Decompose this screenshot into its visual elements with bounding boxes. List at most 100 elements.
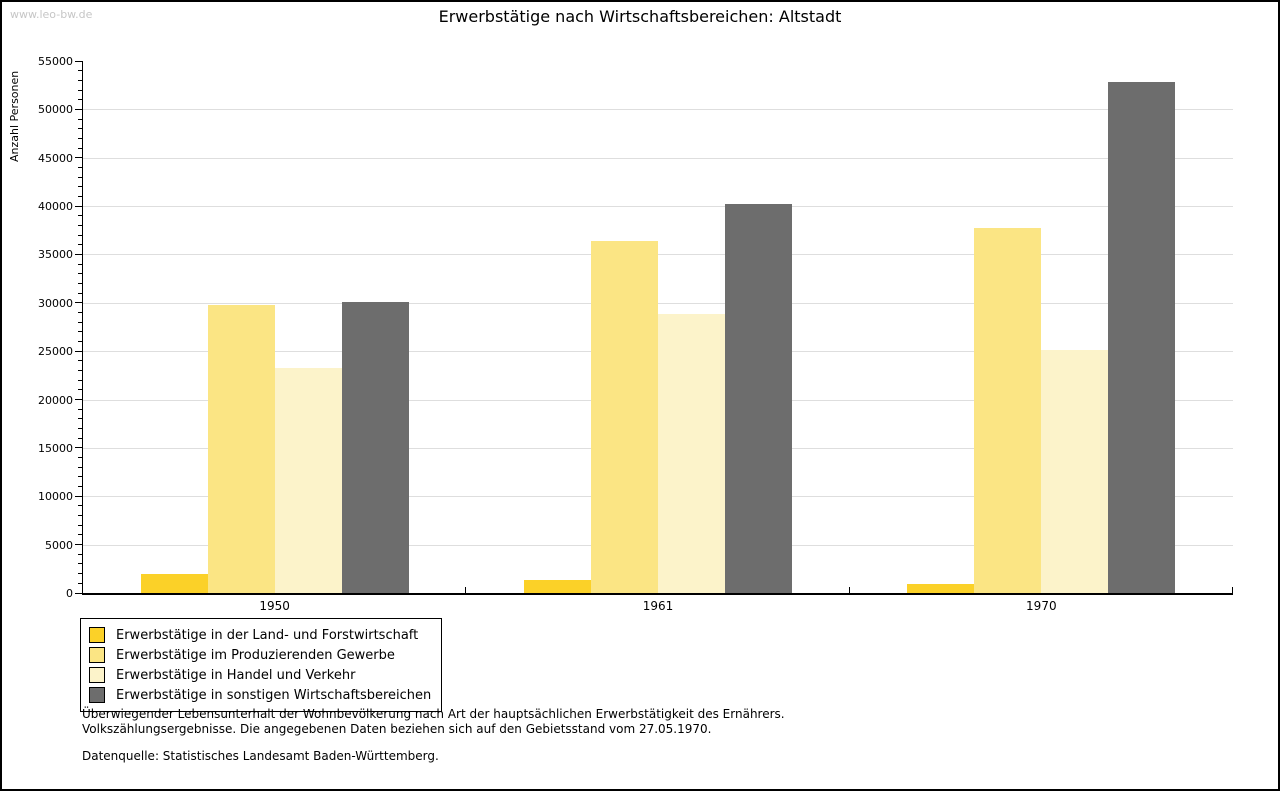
- y-axis-tick: [78, 186, 82, 188]
- y-tick-label: 55000: [38, 55, 73, 68]
- y-axis-tick: [75, 495, 82, 497]
- x-category-label: 1950: [259, 599, 290, 613]
- y-tick-label: 50000: [38, 103, 73, 117]
- y-tick-label: 40000: [38, 200, 73, 214]
- footnote-line-2: Volkszählungsergebnisse. Die angegebenen…: [82, 722, 712, 736]
- legend-label: Erwerbstätige in der Land- und Forstwirt…: [116, 627, 419, 643]
- y-axis-tick: [78, 563, 82, 565]
- y-tick-label: 30000: [38, 296, 73, 310]
- y-axis-tick: [75, 253, 82, 255]
- y-axis-tick: [78, 486, 82, 488]
- y-axis-tick: [78, 331, 82, 333]
- legend-swatch-icon: [89, 627, 105, 643]
- y-axis-tick: [78, 147, 82, 149]
- y-axis-tick: [78, 244, 82, 246]
- x-axis-tick: [465, 587, 467, 593]
- legend-swatch-icon: [89, 687, 105, 703]
- legend-row: Erwerbstätige in sonstigen Wirtschaftsbe…: [89, 685, 431, 705]
- gridline: [83, 206, 1233, 208]
- y-axis-tick: [78, 234, 82, 236]
- y-axis-tick: [78, 534, 82, 536]
- y-tick-label: 10000: [38, 490, 73, 504]
- y-tick-label: 25000: [38, 345, 73, 359]
- y-axis-tick: [78, 408, 82, 410]
- y-axis-tick: [78, 573, 82, 575]
- bar-1950-series-0: [140, 573, 208, 593]
- legend-box: Erwerbstätige in der Land- und Forstwirt…: [80, 618, 443, 712]
- watermark: www.leo-bw.de: [10, 8, 93, 21]
- y-axis-tick: [78, 70, 82, 72]
- y-axis-tick: [78, 137, 82, 139]
- y-axis-tick: [78, 195, 82, 197]
- legend-label: Erwerbstätige in sonstigen Wirtschaftsbe…: [116, 687, 432, 703]
- y-axis-tick: [78, 476, 82, 478]
- bar-1970-series-2: [1041, 350, 1109, 593]
- chart-title: Erwerbstätige nach Wirtschaftsbereichen:…: [438, 7, 842, 26]
- y-axis-tick: [75, 447, 82, 449]
- legend-label: Erwerbstätige im Produzierenden Gewerbe: [116, 647, 395, 663]
- gridline: [83, 254, 1233, 256]
- data-source: Datenquelle: Statistisches Landesamt Bad…: [82, 749, 439, 763]
- y-axis-tick: [78, 273, 82, 275]
- y-axis-tick: [78, 466, 82, 468]
- x-category-label: 1970: [1026, 599, 1057, 613]
- y-axis-tick: [78, 553, 82, 555]
- legend-swatch-icon: [89, 647, 105, 663]
- y-axis-tick: [78, 321, 82, 323]
- y-axis-tick: [78, 515, 82, 517]
- legend-row: Erwerbstätige in Handel und Verkehr: [89, 665, 431, 685]
- bar-1970-series-1: [974, 228, 1042, 593]
- bar-1950-series-2: [274, 368, 342, 593]
- legend-row: Erwerbstätige im Produzierenden Gewerbe: [89, 645, 431, 665]
- y-axis-tick: [78, 224, 82, 226]
- y-axis-tick: [78, 79, 82, 81]
- y-axis-tick: [78, 379, 82, 381]
- y-axis-tick: [78, 428, 82, 430]
- y-axis-tick: [75, 592, 82, 594]
- gridline: [83, 109, 1233, 111]
- y-axis-tick: [78, 215, 82, 217]
- y-tick-label: 0: [66, 587, 73, 600]
- y-axis-tick: [75, 350, 82, 352]
- bar-1961-series-0: [524, 580, 591, 593]
- y-axis-tick: [78, 89, 82, 91]
- y-axis-tick: [75, 157, 82, 159]
- y-axis-tick: [78, 282, 82, 284]
- y-axis-tick: [78, 437, 82, 439]
- y-axis-tick: [75, 544, 82, 546]
- gridline: [83, 157, 1233, 159]
- gridline: [83, 302, 1233, 304]
- bar-1970-series-3: [1108, 82, 1176, 593]
- y-axis-tick: [78, 99, 82, 101]
- y-axis-tick: [78, 370, 82, 372]
- y-axis-tick: [78, 389, 82, 391]
- legend-label: Erwerbstätige in Handel und Verkehr: [116, 667, 356, 683]
- y-tick-label: 5000: [45, 538, 73, 552]
- legend-row: Erwerbstätige in der Land- und Forstwirt…: [89, 625, 431, 645]
- y-tick-label: 20000: [38, 393, 73, 407]
- y-axis-label: Anzahl Personen: [8, 70, 21, 162]
- bar-1970-series-0: [907, 584, 975, 593]
- y-axis-tick: [78, 505, 82, 507]
- y-axis-tick: [78, 360, 82, 362]
- y-tick-label: 15000: [38, 441, 73, 455]
- footnote-line-1: Überwiegender Lebensunterhalt der Wohnbe…: [82, 707, 785, 721]
- x-category-label: 1961: [642, 599, 674, 613]
- y-axis-tick: [78, 176, 82, 178]
- legend-swatch-icon: [89, 667, 105, 683]
- y-axis-tick: [78, 418, 82, 420]
- y-axis-tick: [75, 399, 82, 401]
- plot-area: 0 5000 10000 15000 20000 25000 30000 35000 40000…: [38, 55, 1233, 613]
- y-axis-tick: [75, 108, 82, 110]
- y-axis-tick: [75, 60, 82, 62]
- bar-1961-series-2: [658, 314, 725, 593]
- y-axis-tick: [78, 292, 82, 294]
- y-tick-label: 35000: [38, 248, 73, 262]
- y-axis-tick: [75, 205, 82, 207]
- bar-1950-series-3: [341, 302, 409, 593]
- y-axis-tick: [78, 166, 82, 168]
- y-axis-tick: [78, 118, 82, 120]
- y-axis-tick: [78, 457, 82, 459]
- y-tick-label: 45000: [38, 151, 73, 165]
